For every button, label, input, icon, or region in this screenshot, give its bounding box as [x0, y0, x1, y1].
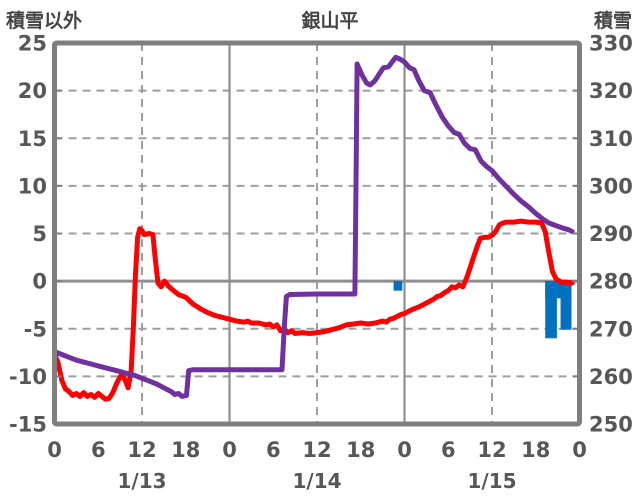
- right-axis-tick-label: 290: [589, 222, 633, 246]
- left-axis-tick-label: 0: [32, 270, 47, 294]
- left-axis-labels: 25 20 15 10 5 0 -5 -10 -15: [9, 32, 47, 437]
- right-axis-tick-label: 260: [589, 365, 633, 389]
- date-label: 1/14: [292, 469, 341, 493]
- left-axis-tick-label: 15: [18, 127, 47, 151]
- date-labels: 1/13 1/14 1/15: [117, 469, 516, 493]
- snowfall-bar: [560, 281, 572, 330]
- left-axis-tick-label: -15: [9, 413, 47, 437]
- left-axis-tick-label: -10: [9, 365, 47, 389]
- snowfall-bar: [393, 281, 403, 291]
- right-axis-title: 積雪: [594, 9, 632, 32]
- snowfall-bar: [545, 281, 557, 339]
- hour-tick-label: 18: [521, 438, 550, 462]
- hour-tick-label: 18: [171, 438, 200, 462]
- hour-labels: 0 6 12 18 0 6 12 18 0 6 12 18 0: [47, 438, 587, 462]
- hour-tick-label: 18: [346, 438, 375, 462]
- hour-tick-label: 12: [302, 438, 331, 462]
- right-axis-tick-label: 270: [589, 317, 633, 341]
- right-axis-tick-label: 300: [589, 174, 633, 198]
- date-label: 1/15: [467, 469, 516, 493]
- hour-tick-label: 6: [91, 438, 106, 462]
- left-axis-tick-label: -5: [24, 317, 47, 341]
- right-axis-tick-label: 310: [589, 127, 633, 151]
- hour-tick-label: 6: [266, 438, 281, 462]
- hour-tick-label: 0: [397, 438, 412, 462]
- left-axis-tick-label: 20: [18, 79, 47, 103]
- snow-depth-line: [52, 54, 575, 399]
- hour-tick-label: 12: [477, 438, 506, 462]
- vertical-gridlines: [141, 43, 493, 424]
- right-axis-tick-label: 250: [589, 413, 633, 437]
- right-axis-labels: 330 320 310 300 290 280 270 260 250: [589, 32, 633, 437]
- left-axis-tick-label: 10: [18, 174, 47, 198]
- right-axis-tick-label: 330: [589, 32, 633, 56]
- right-axis-tick-label: 280: [589, 270, 633, 294]
- snowfall-bars: [393, 281, 572, 339]
- hour-tick-label: 0: [47, 438, 62, 462]
- left-axis-tick-label: 5: [32, 222, 47, 246]
- plot-area: 25 20 15 10 5 0 -5 -10 -15 330 320 310 300 290 280 270 2…: [9, 32, 633, 494]
- chart-title: 銀山平: [301, 9, 358, 32]
- date-label: 1/13: [117, 469, 166, 493]
- hour-tick-label: 12: [127, 438, 156, 462]
- hour-tick-label: 6: [441, 438, 456, 462]
- hour-tick-label: 0: [222, 438, 237, 462]
- plot-border: [52, 40, 582, 427]
- hour-tick-label: 0: [572, 438, 587, 462]
- left-axis-tick-label: 25: [18, 32, 47, 56]
- left-axis-title: 積雪以外: [6, 9, 82, 32]
- right-axis-tick-label: 320: [589, 79, 633, 103]
- temperature-line: [52, 218, 575, 402]
